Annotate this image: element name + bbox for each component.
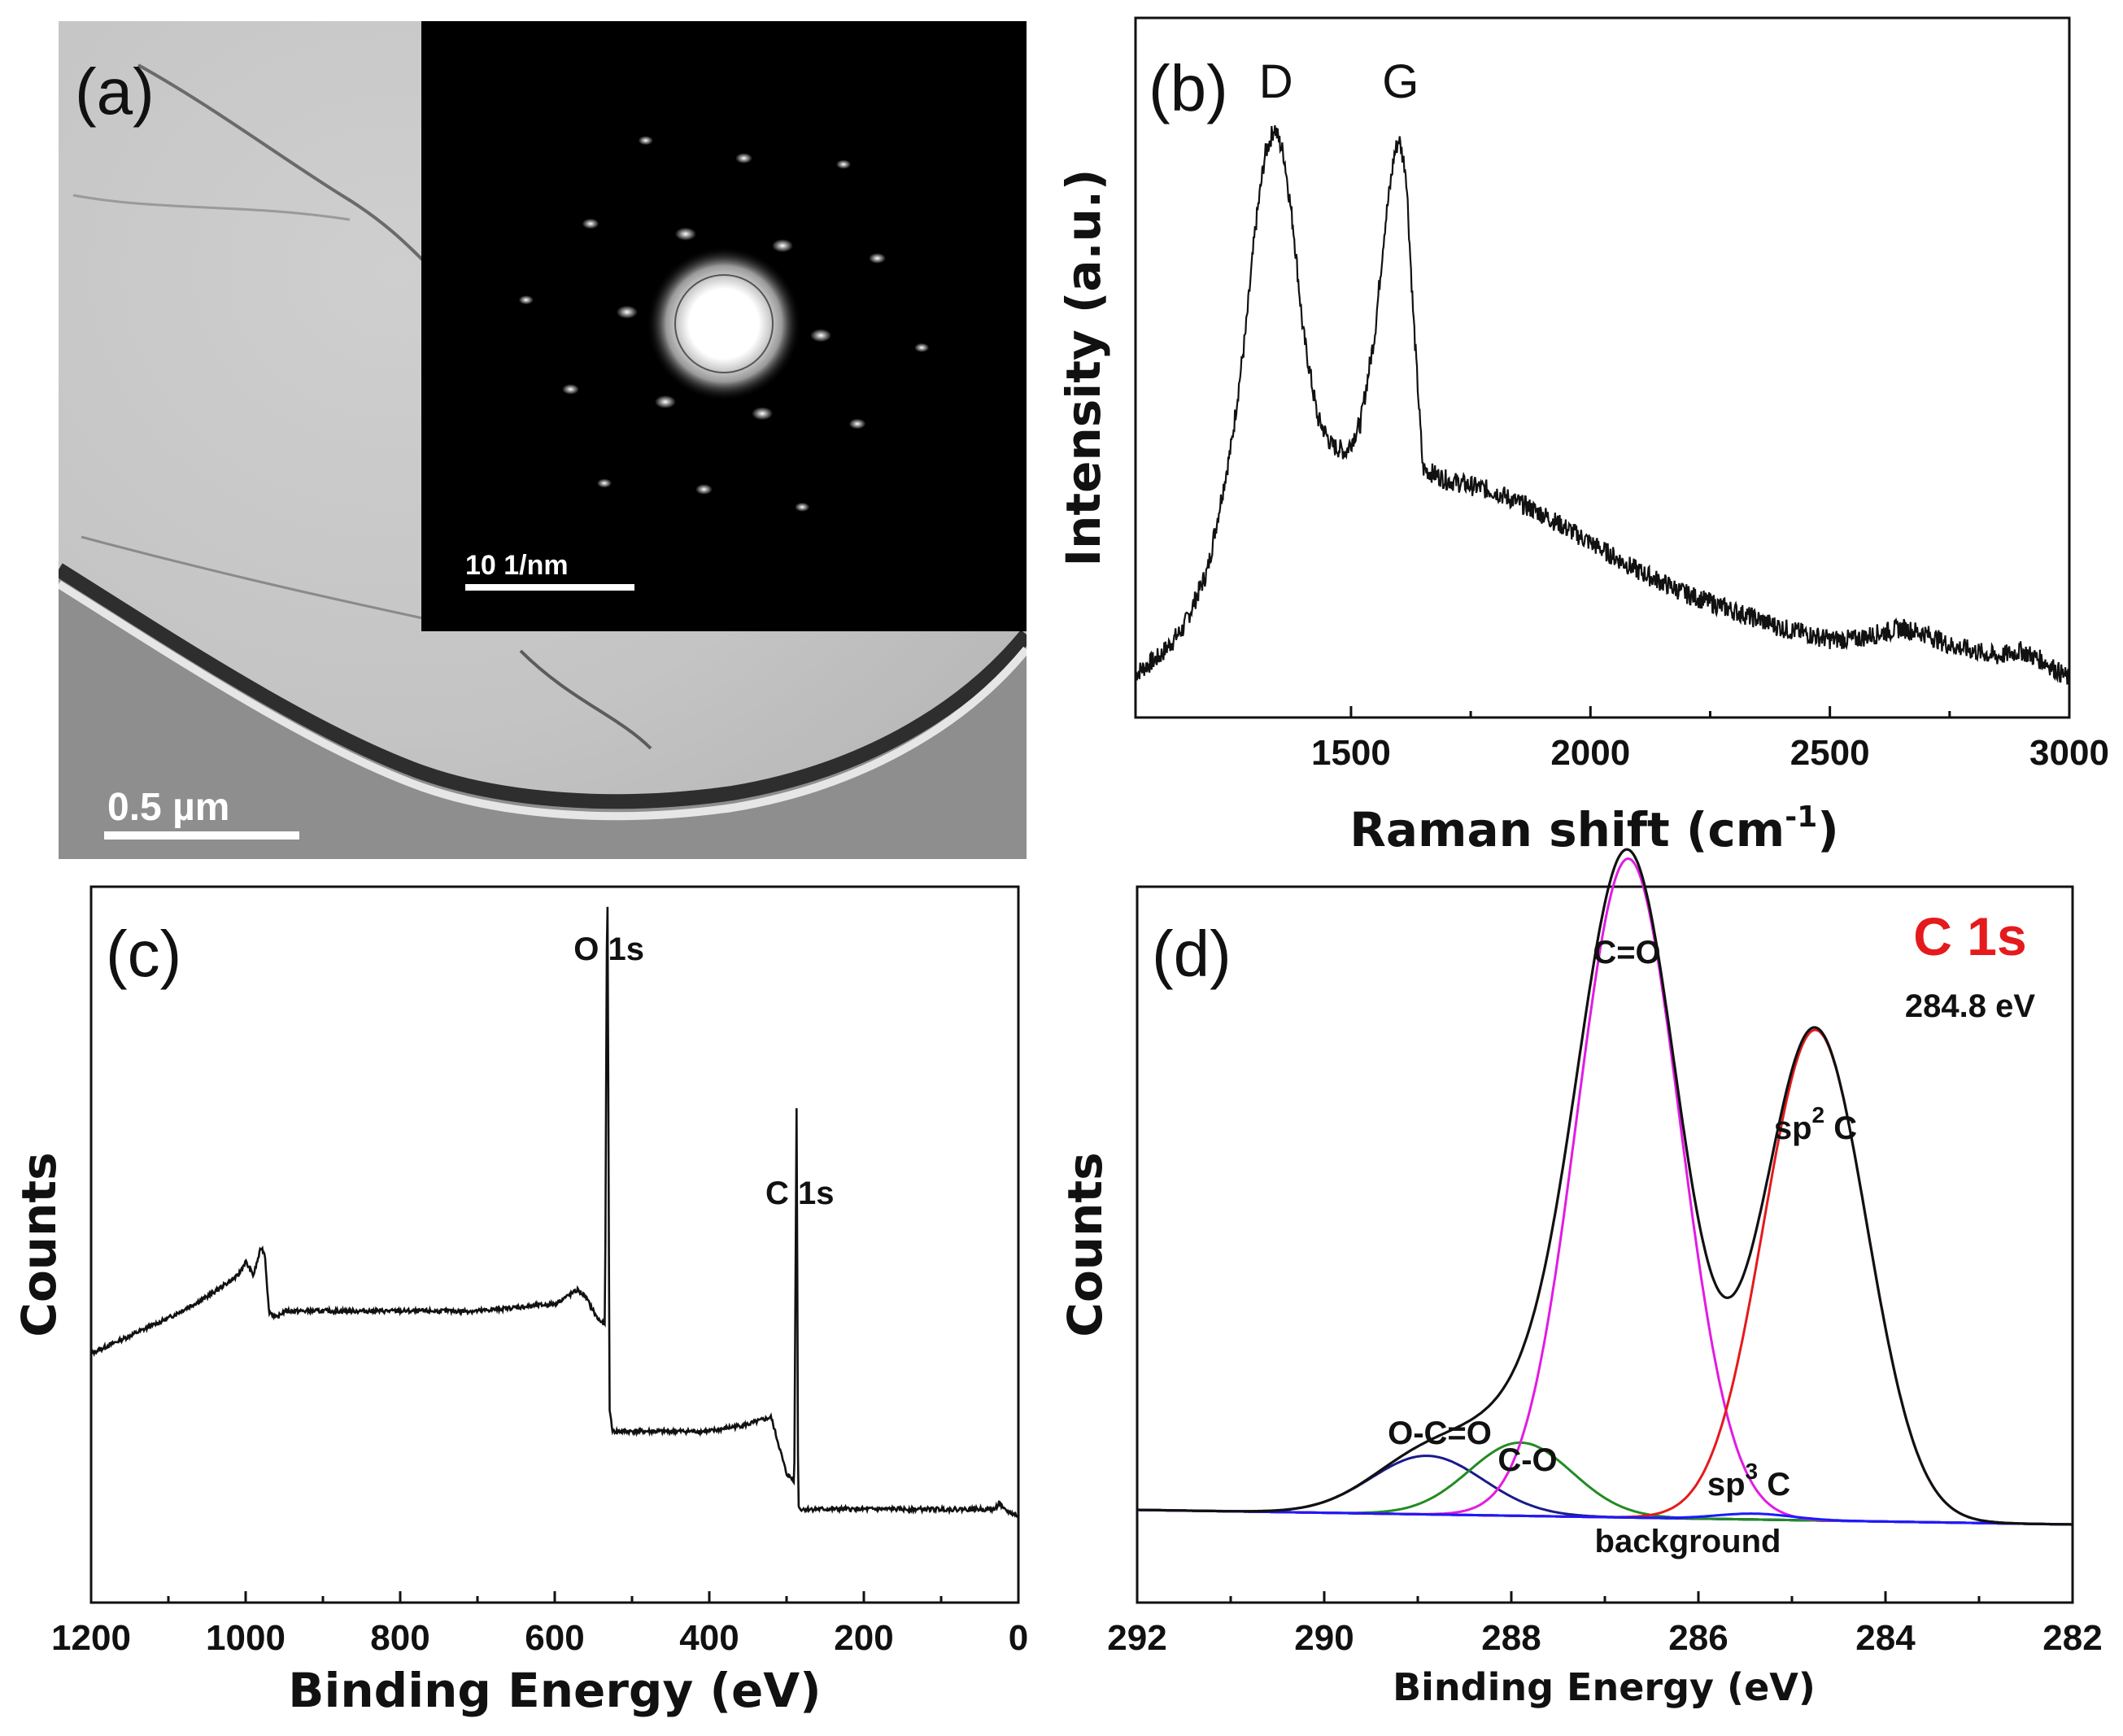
diffraction-spot [869,253,886,264]
peak-label-sp2-c: sp2 C [1774,1102,1857,1146]
diffraction-spot [674,227,696,241]
x-tick-label: 290 [1294,1618,1354,1658]
peak-label-c-o: C-O [1497,1442,1557,1478]
x-axis-title: Binding Energy (eV) [288,1663,821,1718]
peak-label-g: G [1382,55,1419,108]
chart-subtitle: 284.8 eV [1905,988,2035,1024]
inset-scale-bar [465,584,634,591]
peak-fit-sp2-c [1137,1028,2073,1526]
diffraction-spot [654,395,676,408]
y-axis-title: Counts [1057,1152,1113,1337]
x-tick-label: 600 [525,1618,584,1658]
peak-label-o1s: O 1s [573,931,644,967]
diffraction-spot [616,305,638,319]
plot-frame [1134,16,2071,719]
diffraction-spot [752,407,774,421]
x-tick-label: 3000 [2029,733,2109,773]
x-tick-label: 800 [370,1618,429,1658]
x-tick-label: 1000 [206,1618,286,1658]
x-tick-label: 284 [1855,1618,1916,1658]
x-tick-label: 2500 [1790,733,1870,773]
diffraction-spot [848,418,866,430]
diffraction-spot [810,329,832,342]
diffraction-spot [562,384,579,395]
diffraction-spot [772,239,794,253]
plot-frame [89,885,1020,1604]
diffraction-spot [596,478,612,488]
background-label: background [1595,1524,1781,1559]
panel-label-c: (c) [106,918,181,990]
y-axis-title: Counts [11,1152,67,1337]
x-tick-label: 400 [679,1618,739,1658]
x-tick-label: 288 [1481,1618,1541,1658]
scale-bar [104,831,299,840]
survey-series-line [90,906,1019,1519]
saed-inset: 10 1/nm [421,21,1027,631]
peak-label-c-o: C=O [1593,935,1660,971]
xps-survey-chart: 1200 1000 800 600 400 200 0 O 1s C 1s (c) Counts Bi… [11,885,1028,1718]
peak-fit-sp3-c [1137,1508,2073,1526]
x-tick-label: 282 [2042,1618,2102,1658]
diffraction-spot [835,159,852,169]
graphene-fold [137,63,425,262]
chart-title: C 1s [1913,906,2026,966]
tem-image-panel: 10 1/nm 0.5 µm (a) [59,21,1027,859]
peak-label-o-c-o: O-C=O [1388,1415,1492,1451]
y-axis-title: Intensity (a.u.) [1056,169,1111,567]
x-tick-label: 1200 [51,1618,131,1658]
peak-label-c1s: C 1s [765,1176,835,1211]
diffraction-spots [518,136,930,512]
raman-chart: 1500 2000 2500 3000 D G (b) Intensity (a.u.) Ram… [1056,16,2109,857]
diffraction-spot [914,342,930,352]
diffraction-spot [518,295,534,305]
x-tick-label: 286 [1668,1618,1728,1658]
panel-label-a: (a) [75,55,155,128]
diffraction-spot [795,502,810,512]
scale-bar-label: 0.5 µm [107,786,229,829]
x-tick-label: 2000 [1550,733,1630,773]
diffraction-spot [735,153,752,164]
envelope-line [1137,848,2073,1526]
x-tick-label: 0 [1009,1618,1028,1658]
hole-rim [59,563,1027,809]
raman-series-line [1134,125,2071,685]
panel-label-b: (b) [1149,52,1228,124]
x-tick-label: 200 [834,1618,893,1658]
peak-fit-o-c-o [1137,1455,2073,1526]
x-tick-label: 1500 [1311,733,1391,773]
xps-c1s-chart: 292 290 288 286 284 282 O-C=OC-O C=O sp2 C sp3 C b… [1057,848,2103,1709]
peak-label-sp3-c: sp3 C [1707,1459,1790,1503]
diffraction-spot [638,136,653,146]
panel-label-d: (d) [1152,918,1232,990]
diffraction-spot [695,484,713,495]
diffraction-spot [582,218,599,229]
peak-label-d: D [1259,55,1293,108]
x-tick-label: 292 [1107,1618,1166,1658]
x-axis-title: Binding Energy (eV) [1393,1665,1816,1709]
x-axis-title: Raman shift (cm-1) [1349,800,1839,857]
inset-scale-bar-label: 10 1/nm [465,550,569,581]
